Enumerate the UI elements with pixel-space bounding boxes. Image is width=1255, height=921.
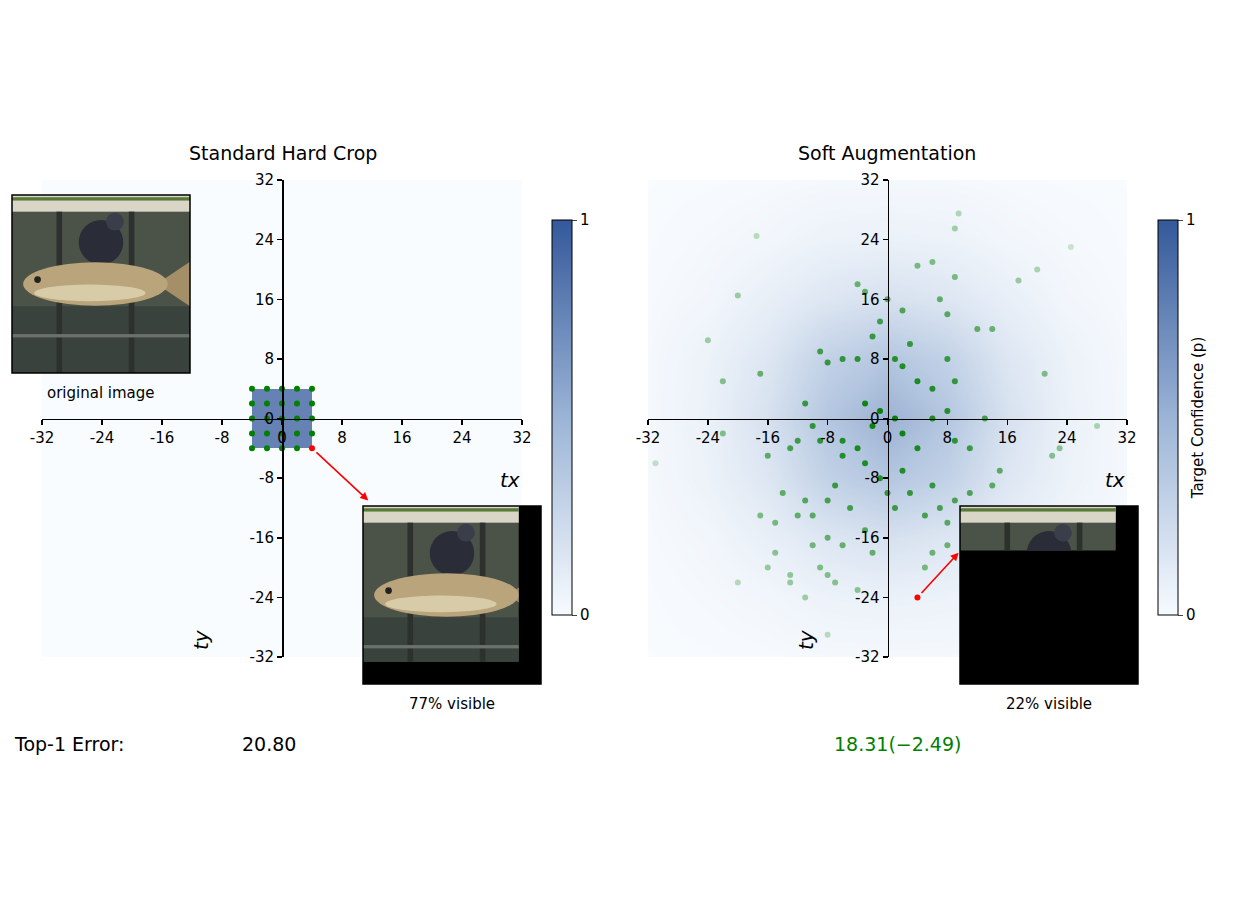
- svg-text:Soft Augmentation: Soft Augmentation: [798, 142, 976, 164]
- svg-text:22% visible: 22% visible: [1006, 695, 1092, 713]
- svg-text:0: 0: [580, 606, 590, 624]
- svg-text:8: 8: [264, 350, 274, 368]
- svg-text:0: 0: [870, 410, 880, 428]
- svg-text:0: 0: [883, 429, 893, 447]
- svg-text:20.80: 20.80: [242, 733, 296, 755]
- svg-text:18.31(−2.49): 18.31(−2.49): [834, 733, 961, 755]
- svg-text:Top-1 Error:: Top-1 Error:: [14, 733, 124, 755]
- svg-text:77% visible: 77% visible: [409, 695, 495, 713]
- svg-text:-8: -8: [215, 429, 230, 447]
- svg-text:24: 24: [1058, 429, 1077, 447]
- svg-text:24: 24: [452, 429, 471, 447]
- svg-text:16: 16: [392, 429, 411, 447]
- svg-text:original image: original image: [47, 384, 155, 402]
- svg-text:-32: -32: [636, 429, 661, 447]
- svg-text:8: 8: [870, 350, 880, 368]
- svg-text:0: 0: [264, 410, 274, 428]
- svg-text:8: 8: [943, 429, 953, 447]
- svg-text:Target Confidence (p): Target Confidence (p): [1189, 337, 1207, 500]
- svg-text:ty: ty: [189, 629, 213, 650]
- svg-text:tx: tx: [1105, 468, 1125, 492]
- svg-text:-24: -24: [855, 589, 880, 607]
- svg-text:-16: -16: [756, 429, 781, 447]
- svg-text:-24: -24: [90, 429, 115, 447]
- svg-text:16: 16: [860, 291, 879, 309]
- svg-text:ty: ty: [794, 629, 818, 650]
- svg-text:-16: -16: [250, 529, 275, 547]
- svg-text:-32: -32: [30, 429, 55, 447]
- svg-text:tx: tx: [500, 468, 520, 492]
- svg-text:1: 1: [1186, 211, 1196, 229]
- svg-text:16: 16: [255, 291, 274, 309]
- svg-text:-16: -16: [150, 429, 175, 447]
- svg-text:-32: -32: [250, 648, 275, 666]
- svg-text:-8: -8: [820, 429, 835, 447]
- svg-text:0: 0: [1186, 606, 1196, 624]
- svg-text:24: 24: [255, 231, 274, 249]
- svg-text:32: 32: [512, 429, 531, 447]
- svg-text:0: 0: [277, 429, 287, 447]
- svg-text:32: 32: [255, 171, 274, 189]
- svg-text:-16: -16: [855, 529, 880, 547]
- svg-text:Standard Hard Crop: Standard Hard Crop: [189, 142, 377, 164]
- svg-text:-8: -8: [259, 469, 274, 487]
- svg-text:-24: -24: [250, 589, 275, 607]
- svg-text:32: 32: [1117, 429, 1136, 447]
- svg-text:8: 8: [337, 429, 347, 447]
- svg-text:16: 16: [998, 429, 1017, 447]
- svg-text:32: 32: [860, 171, 879, 189]
- svg-text:-32: -32: [855, 648, 880, 666]
- svg-text:1: 1: [580, 211, 590, 229]
- svg-text:24: 24: [860, 231, 879, 249]
- svg-text:-24: -24: [696, 429, 721, 447]
- svg-text:-8: -8: [865, 469, 880, 487]
